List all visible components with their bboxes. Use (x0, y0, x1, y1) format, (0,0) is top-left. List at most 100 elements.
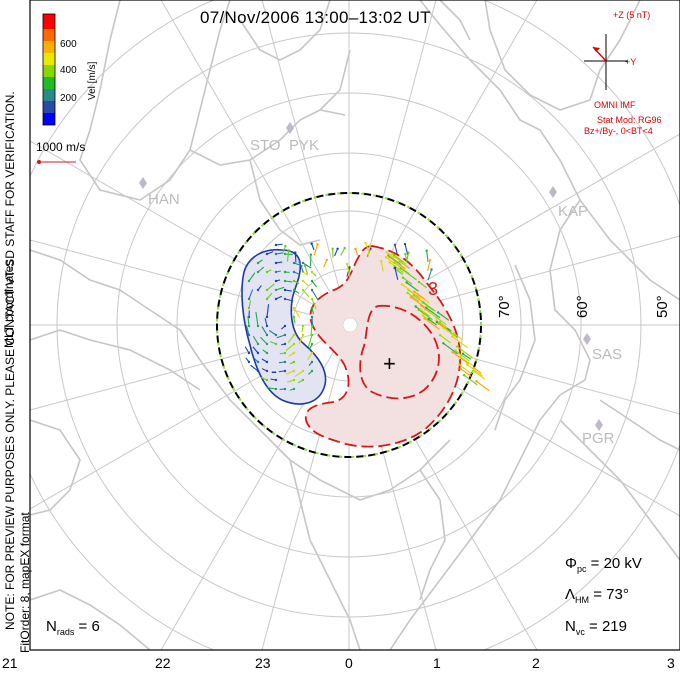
velocity-vector-origin (419, 308, 422, 311)
velocity-vector-origin (292, 288, 296, 292)
colorbar-tick-600: 600 (60, 39, 77, 50)
velocity-vector-origin (435, 320, 439, 324)
imf-source: OMNI IMF (594, 100, 636, 110)
velocity-vector (473, 367, 482, 374)
velocity-vector-origin (292, 351, 296, 355)
velocity-vector-origin (247, 324, 251, 328)
velocity-vector (248, 289, 254, 300)
velocity-vector-origin (298, 260, 301, 264)
velocity-vector-origin (310, 315, 314, 319)
velocity-vector (340, 247, 346, 256)
velocity-vector-origin (301, 261, 305, 265)
velocity-vector-origin (265, 369, 269, 373)
velocity-vector-origin (343, 246, 346, 250)
velocity-vector-origin (274, 297, 278, 301)
velocity-vector-origin (421, 314, 425, 317)
velocity-vector (424, 317, 440, 330)
velocity-vector (427, 269, 433, 281)
velocity-vector-origin (310, 351, 314, 355)
velocity-vector (400, 267, 417, 281)
velocity-vector (428, 318, 438, 326)
velocity-vector-origin (256, 261, 260, 265)
velocity-vector-origin (301, 378, 305, 382)
colorbar-title: Vel [m/s] (87, 61, 98, 100)
velocity-vector-origin (274, 387, 278, 391)
colorbar-tick-400: 400 (60, 65, 77, 76)
velocity-vector-origin (403, 242, 407, 246)
velocity-vector-origin (283, 369, 287, 373)
velocity-vector-origin (284, 244, 287, 248)
velocity-vector-origin (283, 324, 287, 328)
nvc-value: = 219 (589, 618, 627, 635)
velocity-vector-origin (399, 267, 402, 270)
velocity-vector-origin (265, 351, 269, 355)
velocity-vector-origin (265, 324, 269, 328)
velocity-vector-origin (436, 311, 440, 314)
velocity-vector-origin (292, 333, 296, 337)
velocity-vector-origin (385, 251, 389, 254)
velocity-vector-origin (274, 243, 278, 247)
velocity-vector-origin (292, 360, 296, 364)
velocity-vector (281, 245, 286, 255)
velocity-vector (284, 298, 294, 302)
velocity-vector-origin (283, 360, 287, 364)
latitude-label-70: 70° (496, 295, 513, 318)
velocity-vector-origin (265, 342, 269, 346)
velocity-vector-origin (405, 281, 408, 284)
velocity-vector-origin (455, 345, 459, 348)
velocity-vector-origin (409, 295, 413, 299)
velocity-vector (248, 272, 256, 282)
velocity-vector-origin (475, 380, 478, 383)
velocity-vector-origin (274, 333, 278, 337)
velocity-vector (276, 334, 286, 339)
stat-model: Stat Mod: RG96 (597, 115, 662, 125)
velocity-vector (388, 256, 406, 270)
velocity-vector-origin (427, 317, 430, 321)
vector-count: Nvc = 219 (565, 618, 627, 637)
velocity-vector (247, 316, 250, 327)
velocity-vector (385, 256, 395, 264)
velocity-vector-origin (256, 351, 260, 355)
velocity-vector-origin (247, 351, 251, 355)
site-label-pgr: PGR (582, 430, 615, 447)
velocity-vector (456, 345, 473, 359)
velocity-vector-origin (301, 333, 305, 337)
velocity-vector-origin (292, 342, 296, 346)
velocity-vector (394, 256, 408, 267)
velocity-vector (266, 304, 270, 318)
velocity-vector-origin (393, 255, 396, 259)
velocity-vector-origin (417, 280, 421, 284)
velocity-vector-origin (292, 270, 296, 274)
velocity-vector (466, 364, 483, 377)
lambda-value: = 73° (593, 586, 629, 603)
latitude-label-60: 60° (574, 295, 591, 318)
velocity-vector (460, 356, 474, 367)
velocity-vector-origin (435, 319, 438, 322)
velocity-vector-origin (452, 332, 455, 335)
velocity-vector-origin (292, 279, 296, 283)
velocity-vector-origin (265, 333, 269, 337)
velocity-vector (284, 253, 293, 256)
velocity-vector (334, 248, 339, 257)
velocity-vector-origin (265, 360, 269, 364)
preview-note: NOTE: FOR PREVIEW PURPOSES ONLY. PLEASE … (3, 91, 17, 630)
velocity-vector-origin (301, 279, 305, 283)
velocity-vector-origin (247, 360, 251, 364)
velocity-vector-origin (292, 378, 296, 382)
velocity-vector (414, 291, 426, 300)
imf-bz-label: +Z (5 nT) (613, 10, 651, 20)
velocity-vector-origin (283, 333, 287, 337)
velocity-vector-origin (247, 279, 251, 283)
velocity-vector (473, 370, 486, 380)
velocity-vector-origin (331, 247, 334, 250)
velocity-vector (266, 283, 275, 291)
velocity-vector-origin (274, 279, 278, 283)
velocity-vector (453, 332, 463, 340)
velocity-vector (442, 327, 459, 339)
velocity-vector (439, 334, 451, 344)
velocity-vector (451, 336, 469, 349)
velocity-vector (252, 335, 259, 345)
velocity-vector-origin (393, 261, 396, 264)
velocity-vector-origin (310, 270, 314, 274)
velocity-vector-origin (421, 301, 424, 304)
